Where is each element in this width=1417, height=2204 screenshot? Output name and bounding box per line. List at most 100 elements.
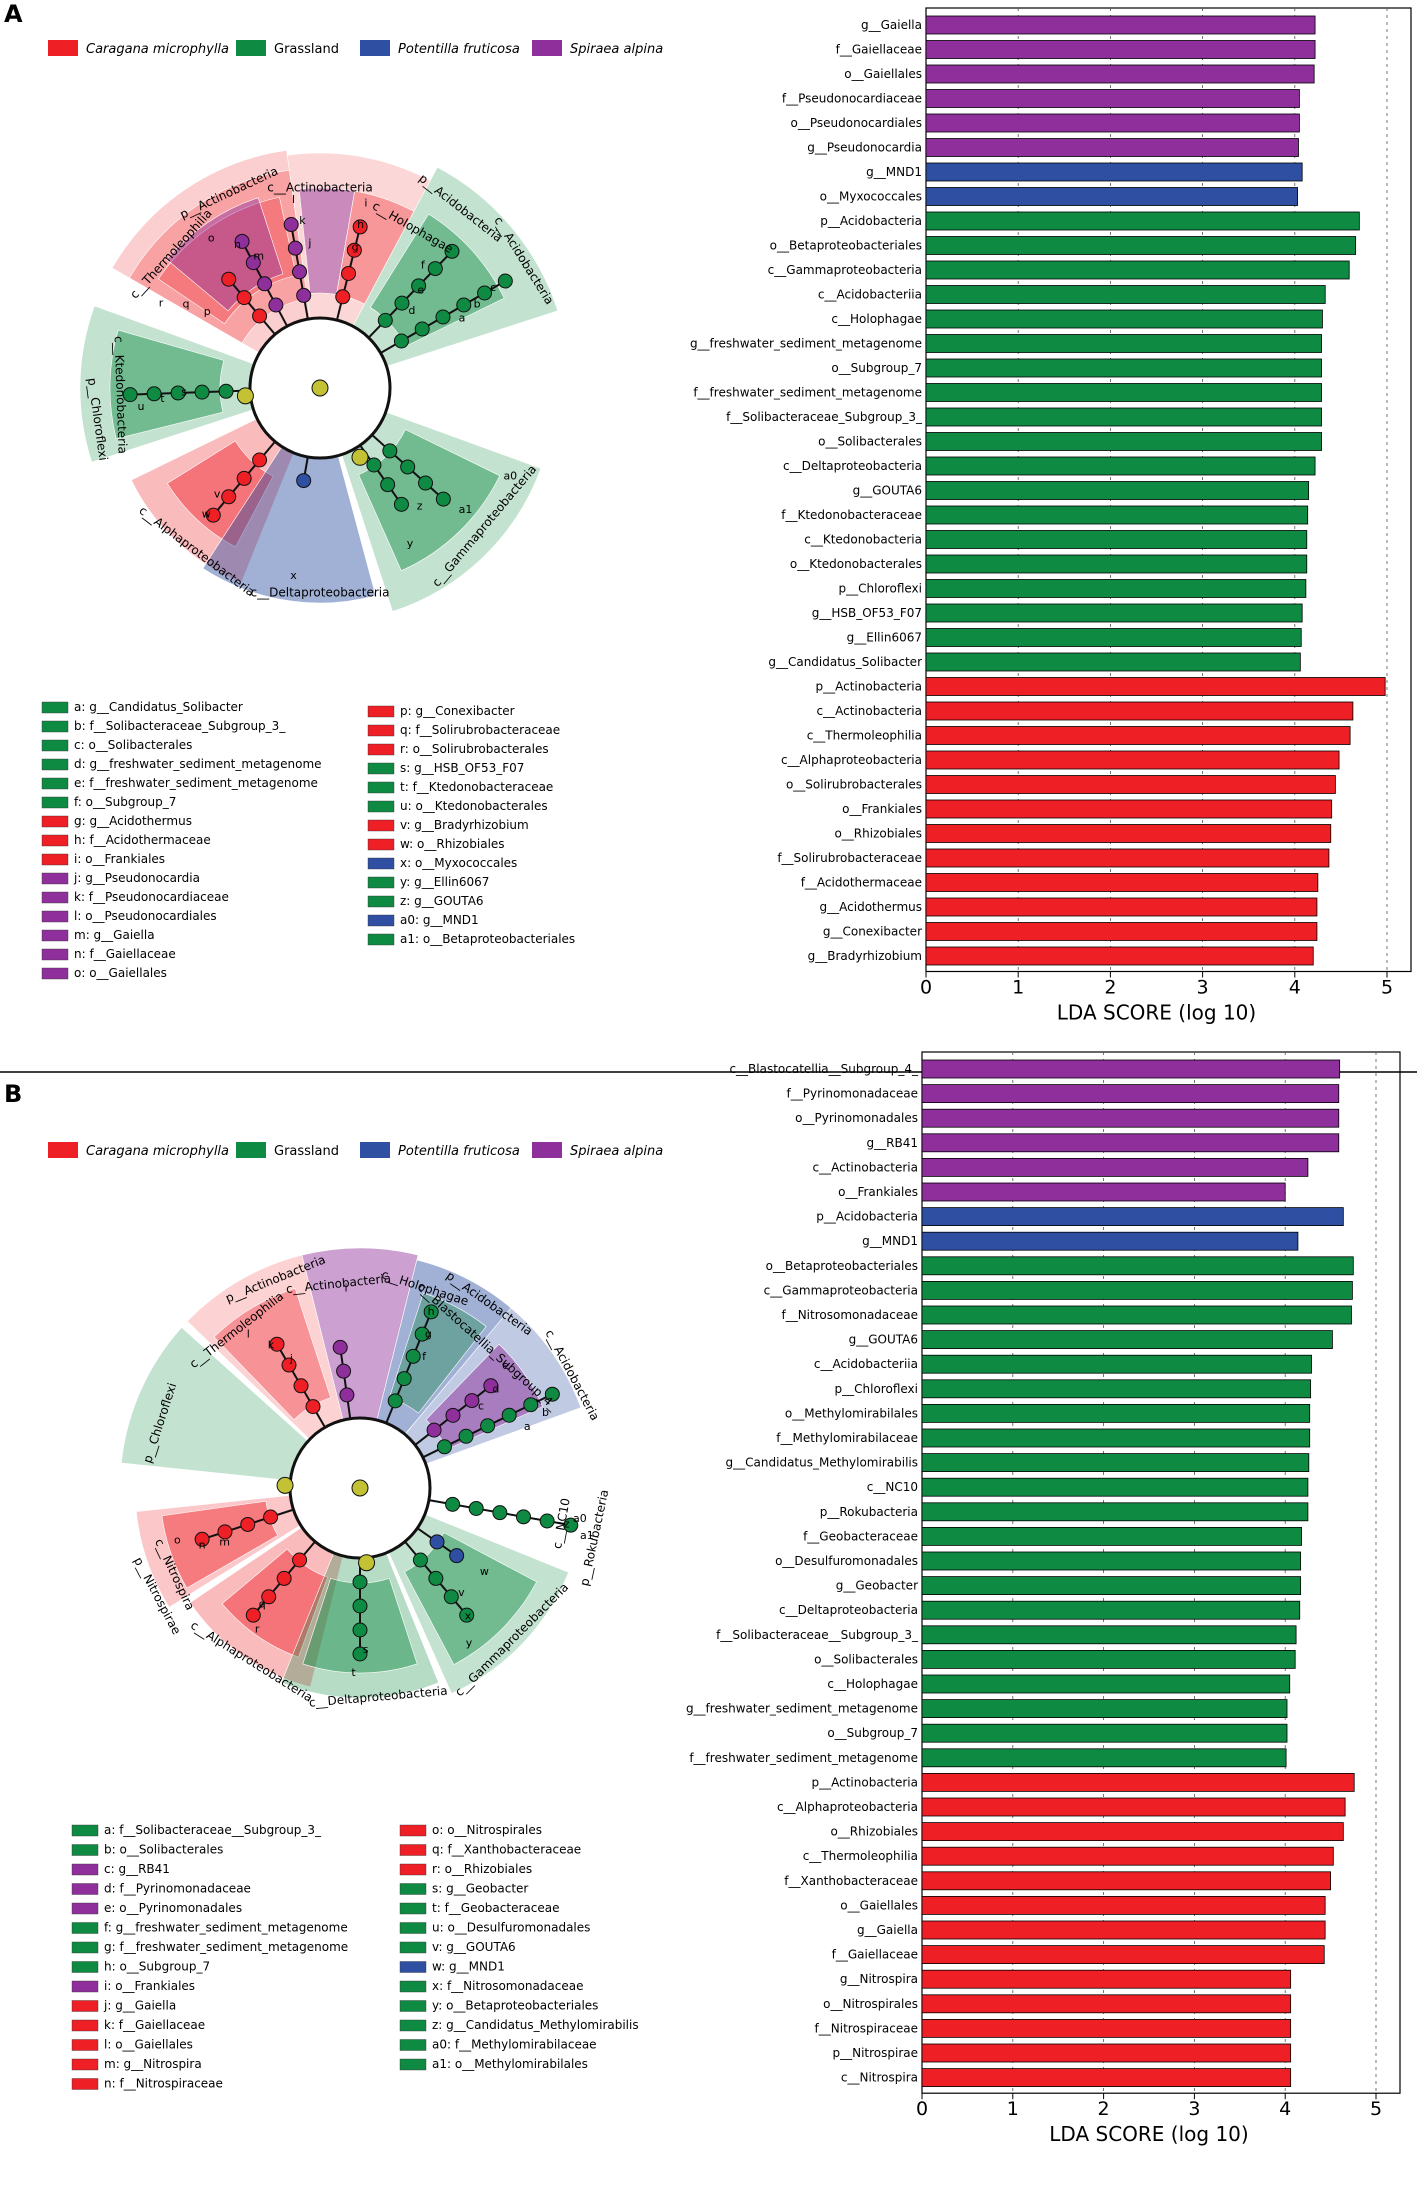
legend-label: Grassland — [274, 42, 339, 57]
key-entry: t: f__Ktedonobacteraceae — [400, 780, 553, 794]
bar-label: p__Chloroflexi — [839, 582, 922, 596]
key-swatch — [367, 762, 395, 775]
clade-key-letter: b — [474, 297, 481, 310]
clade-node — [436, 1439, 452, 1455]
clade-key-letter: c — [490, 281, 496, 294]
bar-label: o__Betaproteobacteriales — [766, 1259, 918, 1273]
bar-label: g__GOUTA6 — [849, 1333, 918, 1347]
clade-node — [292, 264, 308, 280]
key-swatch — [399, 1902, 427, 1915]
clade-node — [240, 1516, 256, 1532]
bar-label: g__Pseudonocardia — [807, 141, 922, 155]
lda-bar — [925, 554, 1308, 574]
clade-key-letter: q — [259, 1597, 266, 1610]
lda-bar — [921, 1969, 1292, 1989]
key-entry: m: g__Gaiella — [74, 928, 155, 942]
key-entry: d: g__freshwater_sediment_metagenome — [74, 757, 322, 771]
clade-node-neutral — [311, 379, 329, 397]
key-entry: l: o__Gaiellales — [104, 2038, 193, 2052]
key-swatch — [41, 872, 69, 885]
x-tick-label: 2 — [1098, 2098, 1110, 2120]
clade-node — [523, 1397, 539, 1413]
clade-node — [296, 287, 312, 303]
bar-label: c__Thermoleophilia — [803, 1849, 918, 1863]
clade-node — [393, 333, 409, 349]
key-swatch — [41, 815, 69, 828]
bar-label: o__Methylomirabilales — [785, 1406, 918, 1420]
key-swatch — [41, 739, 69, 752]
clade-node — [377, 312, 393, 328]
clade-key-letter: r — [255, 1623, 260, 1636]
bar-label: g__freshwater_sediment_metagenome — [686, 1702, 918, 1716]
clade-key-letter: h — [428, 1305, 435, 1318]
bar-label: g__Acidothermus — [820, 900, 922, 914]
key-entry: r: o__Rhizobiales — [432, 1862, 532, 1876]
key-swatch — [399, 1844, 427, 1856]
clade-label: c__Actinobacteria — [267, 181, 372, 195]
key-swatch — [367, 705, 395, 718]
clade-node — [236, 470, 252, 486]
clade-key-letter: l — [292, 193, 295, 206]
lda-bar — [921, 1502, 1309, 1522]
key-entry: a1: o__Betaproteobacteriales — [400, 932, 575, 946]
key-entry: u: o__Ktedonobacterales — [400, 799, 548, 813]
key-swatch — [367, 895, 395, 908]
clade-node — [382, 443, 398, 459]
clade-node-neutral — [236, 387, 254, 405]
lda-bar — [921, 1477, 1309, 1497]
clade-key-letter: i — [345, 1281, 348, 1294]
clade-node — [464, 1393, 480, 1409]
legend-swatch — [532, 1142, 562, 1158]
bar-label: f__Acidothermaceae — [801, 876, 922, 890]
clade-node — [352, 1598, 368, 1614]
legend-label: Spiraea alpina — [570, 42, 663, 57]
x-tick-label: 0 — [916, 2098, 928, 2120]
clade-node — [380, 477, 396, 493]
lda-bar — [921, 1379, 1312, 1399]
clade-node-neutral — [351, 1479, 369, 1497]
lda-bar — [921, 1551, 1302, 1571]
bar-label: c__Gammaproteobacteria — [768, 263, 922, 277]
clade-node — [305, 1399, 321, 1415]
lda-bar — [921, 1846, 1334, 1866]
key-entry: n: f__Nitrospiraceae — [104, 2077, 223, 2091]
clade-node — [252, 308, 268, 324]
bar-label: c__NC10 — [867, 1480, 918, 1494]
key-entry: f: o__Subgroup_7 — [74, 795, 176, 809]
key-swatch — [367, 800, 395, 813]
clade-key-letter: t — [160, 392, 165, 405]
key-entry: y: g__Ellin6067 — [400, 875, 489, 889]
lda-bar — [925, 309, 1323, 329]
key-swatch — [367, 838, 395, 851]
clade-sector — [109, 329, 225, 440]
key-swatch — [71, 2000, 99, 2012]
x-tick-label: 4 — [1279, 2098, 1291, 2120]
legend-swatch — [360, 40, 390, 56]
x-tick-label: 5 — [1370, 2098, 1382, 2120]
key-swatch — [71, 1863, 99, 1876]
key-entry: v: g__GOUTA6 — [432, 1940, 516, 1954]
clade-key-letter: c — [478, 1399, 484, 1412]
lda-bar — [925, 579, 1307, 598]
key-swatch — [41, 853, 69, 866]
lda-bar — [921, 1182, 1286, 1202]
bar-label: c__Thermoleophilia — [807, 729, 922, 743]
key-swatch — [41, 967, 69, 980]
lda-bar — [921, 1133, 1340, 1153]
bar-label: p__Rokubacteria — [820, 1505, 918, 1519]
key-entry: u: o__Desulfuromonadales — [432, 1921, 590, 1935]
key-entry: k: f__Pseudonocardiaceae — [74, 890, 229, 904]
clade-branch — [227, 278, 276, 336]
key-swatch — [399, 2019, 427, 2032]
clade-node — [445, 1407, 461, 1423]
key-swatch — [41, 758, 69, 771]
legend-swatch — [236, 40, 266, 56]
clade-node — [332, 1339, 348, 1355]
lda-bar — [925, 113, 1300, 133]
legend-swatch — [360, 1142, 390, 1158]
clade-node — [387, 1393, 403, 1409]
lda-bar — [921, 1994, 1292, 2014]
clade-label: c__Deltaproteobacteria — [251, 586, 390, 600]
bar-label: o__Pseudonocardiales — [791, 116, 922, 130]
